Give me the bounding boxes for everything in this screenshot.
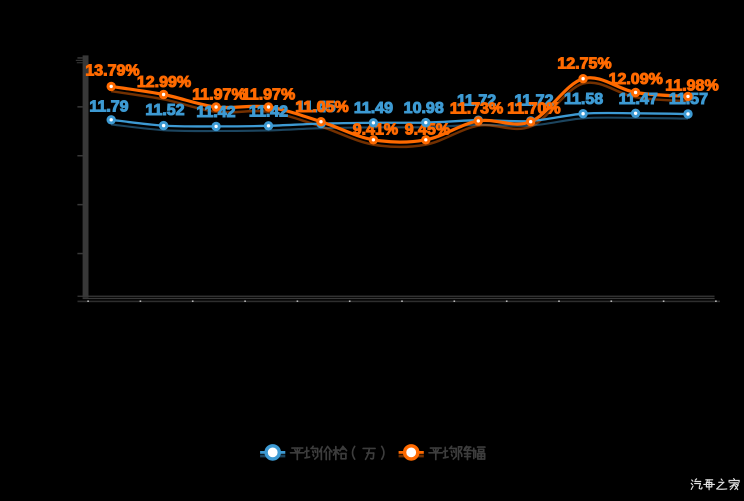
svg-text:11.72: 11.72	[457, 93, 496, 110]
svg-text:11.52: 11.52	[145, 102, 184, 119]
svg-text:11.98%: 11.98%	[665, 78, 718, 95]
svg-text:12.75%: 12.75%	[557, 56, 611, 73]
svg-text:12.99%: 12.99%	[137, 74, 191, 91]
svg-text:10.98: 10.98	[404, 100, 444, 117]
svg-text:11.97%: 11.97%	[192, 87, 245, 104]
svg-text:11.97%: 11.97%	[242, 87, 295, 104]
svg-text:11.42: 11.42	[249, 104, 288, 121]
svg-text:11.72: 11.72	[514, 93, 553, 110]
svg-text:11.49: 11.49	[354, 100, 393, 117]
svg-text:9.45%: 9.45%	[405, 122, 450, 139]
svg-text:11.42: 11.42	[196, 104, 235, 121]
svg-text:13.79%: 13.79%	[85, 63, 139, 80]
svg-text:9.41%: 9.41%	[353, 121, 398, 138]
svg-text:11.47: 11.47	[619, 91, 658, 108]
svg-text:11.70%: 11.70%	[507, 101, 560, 118]
svg-text:11.79: 11.79	[89, 99, 128, 116]
svg-text:11.73%: 11.73%	[450, 101, 503, 118]
svg-text:11.45: 11.45	[296, 99, 335, 116]
svg-text:11.05%: 11.05%	[295, 99, 348, 116]
svg-text:11.58: 11.58	[564, 91, 603, 108]
svg-text:12.09%: 12.09%	[609, 71, 663, 88]
